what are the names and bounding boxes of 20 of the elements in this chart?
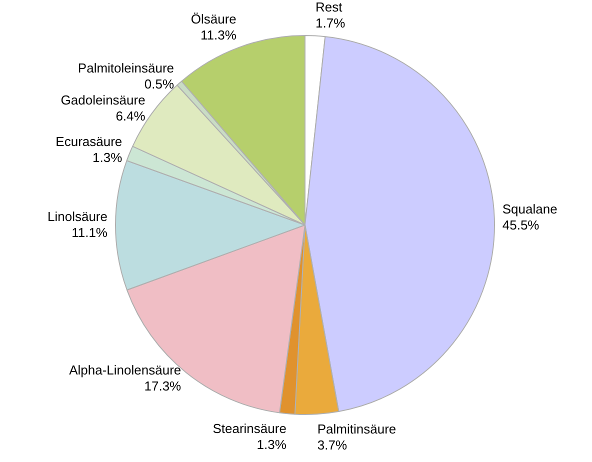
slice-label: Palmitoleinsäure xyxy=(78,60,174,76)
slice-label: Gadoleinsäure xyxy=(60,92,146,108)
data-label: 0.5% xyxy=(144,76,174,92)
slice-label: Stearinsäure xyxy=(212,421,286,436)
data-label: 45.5% xyxy=(502,217,540,232)
data-label: 11.1% xyxy=(72,224,108,240)
slice-label: Ölsäure xyxy=(190,11,236,26)
data-label: 1.3% xyxy=(92,150,123,165)
data-label: 3.7% xyxy=(317,438,348,453)
data-label: 6.4% xyxy=(116,108,146,124)
data-label: 11.3% xyxy=(200,27,237,42)
slice-label: Squalane xyxy=(502,201,558,216)
slice-label: Rest xyxy=(316,0,343,14)
data-label: 1.7% xyxy=(316,15,346,30)
slice-label: Linolsäure xyxy=(48,208,108,224)
data-label: 17.3% xyxy=(144,378,182,394)
slice-label: Ecurasäure xyxy=(56,134,122,149)
data-label: 1.3% xyxy=(256,437,287,452)
slice-label: Alpha-Linolensäure xyxy=(69,362,182,378)
slice-label: Palmitinsäure xyxy=(317,422,396,437)
